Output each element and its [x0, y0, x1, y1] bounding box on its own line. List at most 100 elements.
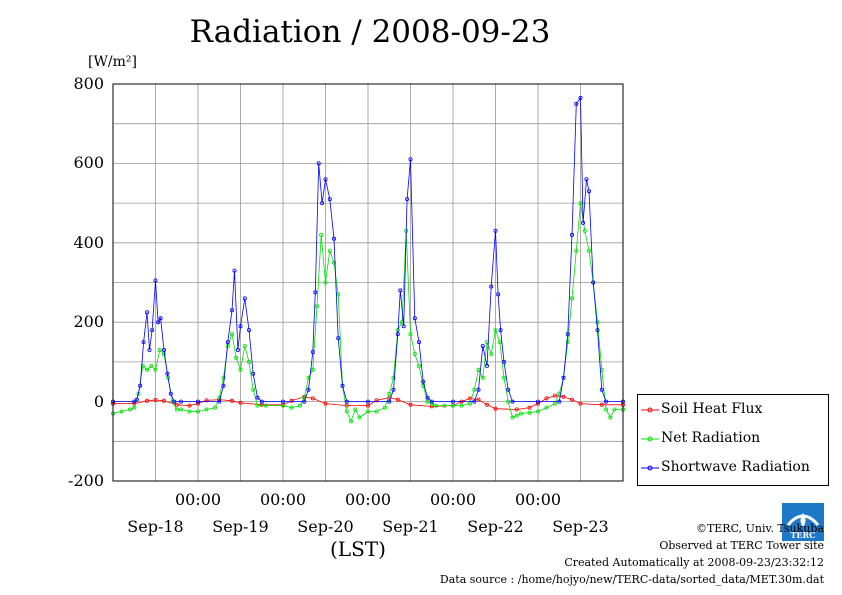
data-point-net-radiation — [544, 405, 549, 410]
data-point-shortwave-radiation — [259, 399, 264, 404]
data-point-net-radiation — [263, 403, 268, 408]
data-point-shortwave-radiation — [557, 399, 562, 404]
data-point-net-radiation — [212, 405, 217, 410]
legend-marker-net-radiation — [641, 436, 659, 442]
data-point-shortwave-radiation — [480, 343, 485, 348]
data-point-shortwave-radiation — [405, 197, 410, 202]
data-point-net-radiation — [255, 403, 260, 408]
legend-label-soil-heat-flux: Soil Heat Flux — [661, 401, 763, 417]
data-point-net-radiation — [204, 407, 209, 412]
data-point-net-radiation — [612, 407, 617, 412]
footer-source: Data source : /home/hojyo/new/TERC-data/… — [439, 573, 824, 586]
data-point-soil-heat-flux — [289, 398, 294, 403]
data-point-shortwave-radiation — [599, 387, 604, 392]
data-point-net-radiation — [574, 248, 579, 253]
data-point-net-radiation — [132, 405, 137, 410]
data-point-shortwave-radiation — [391, 387, 396, 392]
data-point-shortwave-radiation — [510, 399, 515, 404]
y-tick-label: 200 — [73, 312, 104, 332]
chart-title: Radiation / 2008-09-23 — [189, 14, 551, 50]
data-point-net-radiation — [514, 413, 519, 418]
data-point-net-radiation — [314, 304, 319, 309]
day-label: Sep-22 — [467, 517, 524, 536]
data-point-net-radiation — [344, 409, 349, 414]
data-point-shortwave-radiation — [450, 399, 455, 404]
data-point-shortwave-radiation — [340, 383, 345, 388]
y-tick-label: 800 — [73, 74, 104, 93]
data-point-soil-heat-flux — [187, 403, 192, 408]
data-point-net-radiation — [251, 387, 256, 392]
data-point-shortwave-radiation — [221, 383, 226, 388]
data-point-shortwave-radiation — [587, 189, 592, 194]
data-point-shortwave-radiation — [501, 359, 506, 364]
data-point-soil-heat-flux — [365, 403, 370, 408]
data-point-soil-heat-flux — [544, 396, 549, 401]
legend-marker-soil-heat-flux — [641, 407, 659, 413]
data-point-shortwave-radiation — [150, 328, 155, 333]
data-point-net-radiation — [527, 410, 532, 415]
data-point-net-radiation — [127, 407, 132, 412]
data-point-net-radiation — [421, 383, 426, 388]
x-tick-label: 00:00 — [429, 490, 477, 509]
data-point-shortwave-radiation — [408, 157, 413, 162]
data-point-soil-heat-flux — [238, 400, 243, 405]
data-point-shortwave-radiation — [595, 328, 600, 333]
data-point-shortwave-radiation — [238, 324, 243, 329]
day-label: Sep-23 — [552, 517, 609, 536]
footer-site: Observed at TERC Tower site — [659, 539, 824, 552]
data-point-shortwave-radiation — [425, 395, 430, 400]
data-point-shortwave-radiation — [574, 101, 579, 106]
data-point-soil-heat-flux — [229, 398, 234, 403]
data-point-net-radiation — [229, 332, 234, 337]
data-point-soil-heat-flux — [310, 396, 315, 401]
data-point-shortwave-radiation — [178, 399, 183, 404]
data-point-shortwave-radiation — [172, 399, 177, 404]
data-point-shortwave-radiation — [327, 197, 332, 202]
data-point-net-radiation — [149, 363, 154, 368]
data-point-net-radiation — [582, 228, 587, 233]
data-point-shortwave-radiation — [225, 340, 230, 345]
data-point-shortwave-radiation — [506, 387, 511, 392]
data-point-shortwave-radiation — [138, 383, 143, 388]
data-point-net-radiation — [604, 407, 609, 412]
data-point-net-radiation — [587, 248, 592, 253]
data-point-net-radiation — [595, 320, 600, 325]
legend-label-net-radiation: Net Radiation — [661, 430, 761, 446]
data-point-shortwave-radiation — [235, 347, 240, 352]
data-point-shortwave-radiation — [536, 399, 541, 404]
data-point-net-radiation — [510, 415, 515, 420]
x-tick-label: 00:00 — [514, 490, 562, 509]
data-point-shortwave-radiation — [416, 340, 421, 345]
series-line-net-radiation — [112, 203, 623, 423]
data-point-net-radiation — [280, 403, 285, 408]
data-point-shortwave-radiation — [144, 310, 149, 315]
data-point-shortwave-radiation — [472, 399, 477, 404]
data-point-net-radiation — [238, 367, 243, 372]
data-point-soil-heat-flux — [599, 402, 604, 407]
data-point-soil-heat-flux — [527, 405, 532, 410]
data-point-soil-heat-flux — [578, 401, 583, 406]
data-point-net-radiation — [565, 340, 570, 345]
data-point-shortwave-radiation — [331, 236, 336, 241]
data-point-net-radiation — [489, 351, 494, 356]
data-point-shortwave-radiation — [387, 399, 392, 404]
data-point-shortwave-radiation — [313, 290, 318, 295]
data-point-net-radiation — [408, 332, 413, 337]
data-point-shortwave-radiation — [565, 332, 570, 337]
y-tick-label: -200 — [68, 471, 104, 490]
data-point-net-radiation — [221, 375, 226, 380]
x-tick-label: 00:00 — [259, 490, 307, 509]
data-point-net-radiation — [519, 411, 524, 416]
data-point-shortwave-radiation — [570, 232, 575, 237]
data-point-shortwave-radiation — [255, 395, 260, 400]
y-tick-label: 600 — [73, 153, 104, 173]
data-point-shortwave-radiation — [158, 316, 163, 321]
day-label: Sep-18 — [127, 517, 184, 536]
data-point-net-radiation — [501, 375, 506, 380]
data-point-shortwave-radiation — [493, 228, 498, 233]
data-point-shortwave-radiation — [429, 399, 434, 404]
legend-item-soil-heat-flux: Soil Heat Flux — [638, 399, 828, 421]
legend: Soil Heat Flux Net Radiation Shortwave R… — [637, 394, 829, 486]
data-point-shortwave-radiation — [320, 201, 325, 206]
